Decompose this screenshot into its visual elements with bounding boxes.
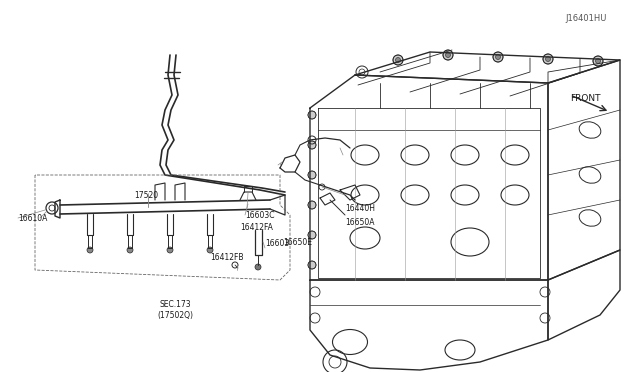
Text: 16650A: 16650A: [345, 218, 374, 227]
Circle shape: [443, 50, 453, 60]
Circle shape: [308, 141, 316, 149]
Text: 17520: 17520: [134, 190, 158, 199]
Circle shape: [207, 247, 213, 253]
Circle shape: [87, 247, 93, 253]
Circle shape: [308, 171, 316, 179]
Circle shape: [543, 54, 553, 64]
Circle shape: [167, 247, 173, 253]
Circle shape: [595, 58, 600, 64]
Text: SEC.173
(17502Q): SEC.173 (17502Q): [157, 300, 193, 320]
Text: J16401HU: J16401HU: [565, 13, 606, 22]
Circle shape: [127, 247, 133, 253]
Circle shape: [255, 264, 261, 270]
Text: 16412FB: 16412FB: [210, 253, 243, 263]
Circle shape: [308, 111, 316, 119]
Text: FRONT: FRONT: [570, 93, 600, 103]
Circle shape: [445, 52, 451, 58]
Circle shape: [308, 231, 316, 239]
Circle shape: [593, 56, 603, 66]
Circle shape: [545, 57, 550, 61]
Text: 16440H: 16440H: [345, 203, 375, 212]
Circle shape: [495, 55, 500, 60]
Circle shape: [308, 261, 316, 269]
Circle shape: [393, 55, 403, 65]
Circle shape: [308, 201, 316, 209]
Text: 16603C: 16603C: [245, 211, 275, 219]
Text: 16412FA: 16412FA: [240, 222, 273, 231]
Circle shape: [493, 52, 503, 62]
Circle shape: [396, 58, 401, 62]
Text: 16603: 16603: [265, 238, 289, 247]
Text: 16650E: 16650E: [283, 237, 312, 247]
Text: 16610A: 16610A: [18, 214, 47, 222]
